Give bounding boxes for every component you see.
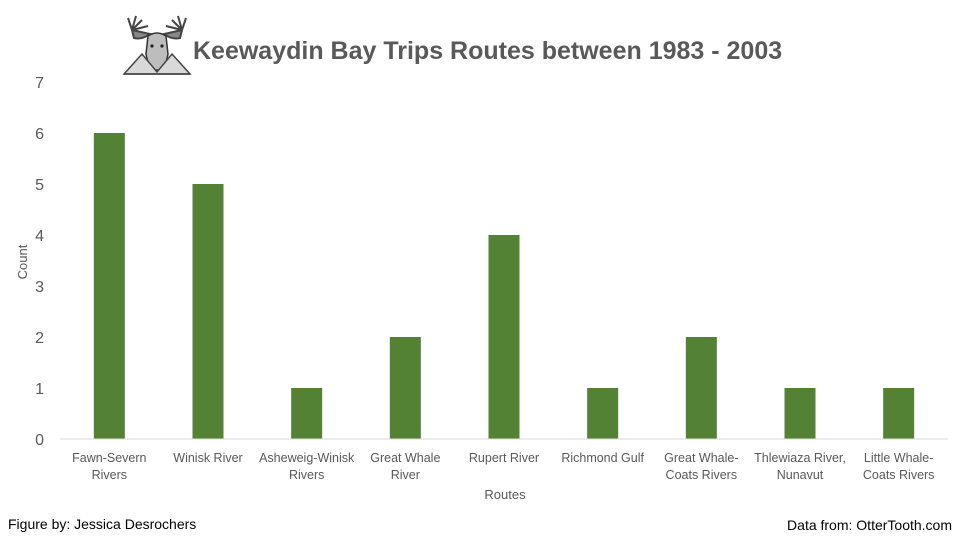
- x-tick-label: Asheweig-Winisk Rivers: [259, 451, 355, 482]
- y-axis-label: Count: [15, 244, 30, 279]
- y-axis: 0 1 2 3 4 5 6 7: [35, 75, 44, 449]
- x-tick-label: Great Whale- Coats Rivers: [664, 451, 738, 482]
- bar: [587, 388, 619, 439]
- bar: [685, 337, 717, 439]
- y-tick-label: 6: [35, 126, 44, 143]
- bar: [784, 388, 816, 439]
- x-tick-label-line: Great Whale-: [664, 451, 738, 465]
- x-tick-label-line: Great Whale: [370, 451, 440, 465]
- y-tick-label: 4: [35, 228, 44, 245]
- x-tick-label-line: Richmond Gulf: [561, 451, 644, 465]
- x-axis-label: Routes: [484, 487, 526, 502]
- x-tick-label-line: Rivers: [92, 468, 127, 482]
- x-tick-label-line: Thlewiaza River,: [754, 451, 846, 465]
- chart-title: Keewaydin Bay Trips Routes between 1983 …: [193, 37, 782, 65]
- x-tick-label: Little Whale- Coats Rivers: [863, 451, 935, 482]
- x-tick-label-line: Asheweig-Winisk: [259, 451, 355, 465]
- x-tick-label: Fawn-Severn Rivers: [72, 451, 146, 482]
- x-axis: Fawn-Severn Rivers Winisk River Asheweig-Wi…: [72, 451, 934, 482]
- bar: [883, 388, 915, 439]
- x-tick-label-line: Winisk River: [173, 451, 242, 465]
- y-tick-label: 1: [35, 381, 44, 398]
- y-tick-label: 0: [35, 432, 44, 449]
- x-tick-label-line: River: [391, 468, 420, 482]
- y-tick-label: 2: [35, 330, 44, 347]
- bar: [93, 133, 125, 439]
- y-tick-label: 3: [35, 279, 44, 296]
- x-tick-label: Winisk River: [173, 451, 242, 465]
- x-tick-label-line: Fawn-Severn: [72, 451, 146, 465]
- x-tick-label: Rupert River: [469, 451, 539, 465]
- x-tick-label-line: Coats Rivers: [666, 468, 738, 482]
- x-tick-label-line: Rupert River: [469, 451, 539, 465]
- x-tick-label-line: Coats Rivers: [863, 468, 935, 482]
- figure-credit: Figure by: Jessica Desrochers: [8, 516, 197, 532]
- x-tick-label: Richmond Gulf: [561, 451, 644, 465]
- bar: [488, 235, 520, 439]
- bars: [93, 133, 915, 439]
- x-tick-label-line: Rivers: [289, 468, 324, 482]
- bar: [291, 388, 323, 439]
- x-tick-label-line: Little Whale-: [864, 451, 933, 465]
- data-source: Data from: OtterTooth.com: [787, 517, 952, 533]
- moose-logo-icon: [122, 15, 192, 75]
- y-tick-label: 5: [35, 177, 44, 194]
- x-tick-label: Great Whale River: [370, 451, 440, 482]
- bar: [389, 337, 421, 439]
- x-tick-label-line: Nunavut: [777, 468, 824, 482]
- y-tick-label: 7: [35, 75, 44, 92]
- x-tick-label: Thlewiaza River, Nunavut: [754, 451, 846, 482]
- bar: [192, 184, 224, 439]
